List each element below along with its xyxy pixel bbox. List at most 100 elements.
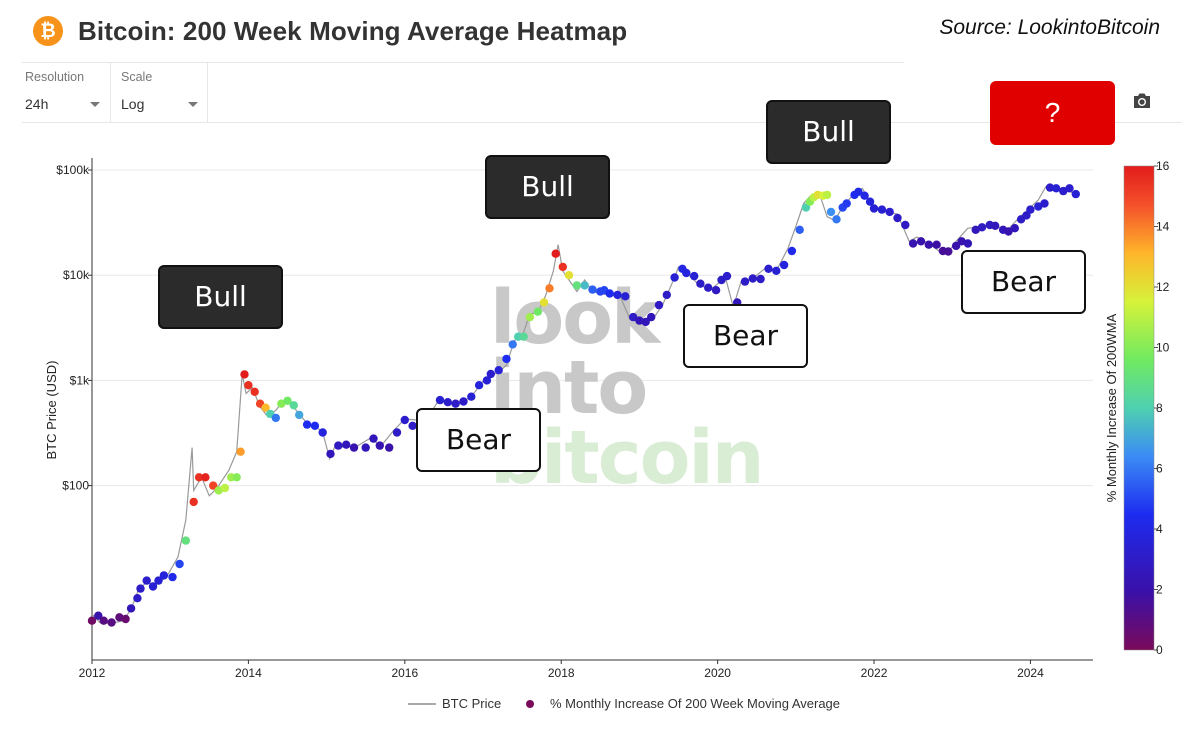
data-point — [944, 247, 953, 256]
data-point — [326, 449, 335, 459]
x-tick-label: 2020 — [704, 666, 731, 680]
scale-label: Scale — [121, 70, 153, 84]
data-point — [126, 604, 136, 613]
page-title: Bitcoin: 200 Week Moving Average Heatmap — [78, 16, 628, 46]
y-tick-label: $100 — [62, 479, 89, 493]
data-point — [869, 204, 879, 213]
data-point — [963, 239, 973, 248]
data-point — [519, 332, 528, 341]
data-point — [201, 473, 210, 482]
data-point — [991, 221, 1000, 230]
colorbar-tick-label: 16 — [1156, 159, 1170, 173]
data-point — [696, 279, 705, 288]
colorbar-label: % Monthly Increase Of 200WMA — [1104, 313, 1119, 502]
data-point — [670, 273, 679, 282]
data-point — [87, 616, 97, 625]
data-point — [924, 240, 933, 249]
data-point — [901, 220, 910, 230]
legend-monthly-increase[interactable]: % Monthly Increase Of 200 Week Moving Av… — [550, 696, 841, 711]
data-point — [318, 428, 327, 437]
data-point — [860, 191, 869, 200]
legend-line-swatch[interactable] — [408, 703, 436, 705]
data-point — [551, 249, 560, 258]
data-point — [361, 443, 370, 452]
data-point — [502, 354, 511, 364]
camera-icon[interactable] — [1132, 92, 1152, 110]
x-tick-label: 2024 — [1017, 666, 1044, 680]
data-point — [722, 271, 732, 281]
data-point — [885, 207, 894, 217]
colorbar-tick-label: 2 — [1156, 583, 1163, 597]
data-point — [613, 290, 622, 300]
data-point — [244, 381, 253, 390]
data-point — [375, 441, 384, 450]
data-point — [539, 298, 549, 307]
data-point — [159, 571, 169, 580]
data-point — [385, 443, 394, 452]
data-point — [1040, 199, 1049, 208]
legend-dot-swatch[interactable] — [526, 700, 534, 708]
data-point — [194, 473, 204, 482]
data-point — [435, 395, 445, 405]
data-point — [621, 292, 630, 301]
data-point — [94, 611, 103, 620]
data-point — [283, 396, 292, 405]
legend-btc-price[interactable]: BTC Price — [442, 696, 502, 711]
data-point — [175, 559, 184, 569]
data-point — [977, 223, 987, 232]
data-point — [971, 225, 980, 234]
data-point — [295, 410, 304, 420]
data-point — [756, 274, 765, 284]
data-point — [893, 213, 902, 223]
resolution-select[interactable]: Resolution 24h — [22, 63, 111, 123]
data-point — [822, 190, 832, 200]
colorbar-tick-label: 10 — [1156, 341, 1170, 355]
data-point — [826, 207, 836, 217]
data-point — [1052, 184, 1061, 193]
data-point — [136, 584, 145, 593]
data-point — [107, 618, 116, 627]
watermark: look into bitcoin — [490, 275, 764, 501]
data-point — [168, 572, 177, 582]
data-point — [1065, 184, 1074, 193]
data-point — [289, 401, 298, 410]
data-point — [181, 536, 190, 545]
colorbar-tick-label: 4 — [1156, 522, 1163, 536]
data-point — [494, 366, 503, 375]
chevron-down-icon — [188, 102, 198, 107]
question-box: ? — [990, 81, 1115, 145]
data-point — [572, 281, 582, 290]
data-point — [508, 340, 517, 349]
x-tick-label: 2014 — [235, 666, 262, 680]
data-point — [474, 381, 484, 390]
data-point — [133, 594, 142, 603]
title-row: ₿ Bitcoin: 200 Week Moving Average Heatm… — [0, 0, 1200, 62]
data-point — [877, 205, 887, 214]
data-point — [443, 398, 452, 407]
data-point — [250, 387, 259, 396]
resolution-value: 24h — [25, 96, 49, 112]
data-point — [302, 420, 312, 429]
colorbar-tick-label: 8 — [1156, 401, 1163, 415]
data-point — [682, 268, 691, 278]
data-point — [99, 616, 108, 625]
data-point — [654, 300, 664, 310]
data-point — [467, 392, 476, 401]
data-point — [408, 421, 417, 430]
annotation-bear-2: Bear — [683, 304, 808, 368]
annotation-bull-2: Bull — [485, 155, 610, 219]
colorbar-tick-label: 0 — [1156, 643, 1163, 657]
data-point — [148, 582, 158, 591]
data-point — [142, 576, 151, 585]
data-point — [662, 290, 671, 300]
data-point — [236, 447, 245, 456]
scale-select[interactable]: Scale Log — [111, 63, 208, 123]
data-point — [369, 434, 378, 443]
data-point — [1071, 189, 1081, 199]
x-tick-label: 2016 — [391, 666, 418, 680]
data-point — [220, 483, 230, 493]
data-point — [121, 614, 130, 624]
x-tick-label: 2012 — [79, 666, 106, 680]
colorbar-gradient — [1123, 165, 1155, 651]
